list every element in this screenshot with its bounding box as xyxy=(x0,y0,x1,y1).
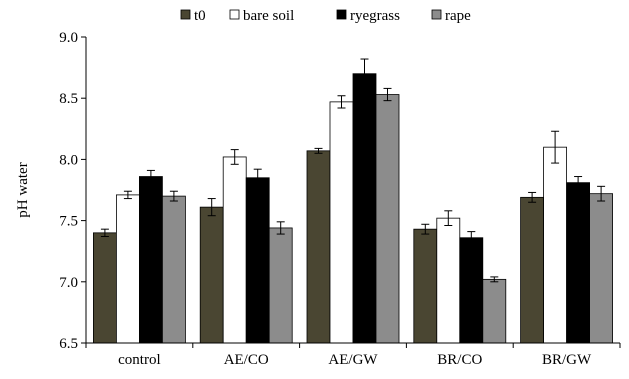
y-tick-label: 8.5 xyxy=(59,91,78,107)
x-tick-label: AE/GW xyxy=(328,352,378,368)
bar xyxy=(268,227,293,344)
bar xyxy=(543,146,567,344)
legend-swatch xyxy=(229,9,240,20)
legend-swatch xyxy=(180,9,191,20)
bar xyxy=(413,228,438,344)
bar xyxy=(199,206,224,344)
x-tick-label: AE/CO xyxy=(224,352,269,368)
legend-label: t0 xyxy=(194,8,206,24)
bars xyxy=(93,58,613,344)
x-tick-label: BR/GW xyxy=(542,352,592,368)
x-tick-label: BR/CO xyxy=(437,352,482,368)
bar xyxy=(138,176,163,344)
bar xyxy=(520,196,544,344)
legend-label: rape xyxy=(445,8,471,24)
legend-swatch xyxy=(431,9,442,20)
x-axis: control AE/CO AE/GW BR/CO BR/GW xyxy=(85,342,621,368)
bar xyxy=(566,182,590,344)
legend: t0 bare soil ryegrass rape xyxy=(180,8,471,24)
legend-swatch xyxy=(336,9,347,20)
bar xyxy=(161,195,186,344)
bar xyxy=(116,194,140,344)
y-tick-label: 8.0 xyxy=(59,152,78,168)
bar xyxy=(459,237,484,344)
legend-label: bare soil xyxy=(243,8,294,24)
y-tick-label: 7.0 xyxy=(59,275,78,291)
x-tick-label: control xyxy=(118,352,161,368)
bar xyxy=(375,94,400,344)
y-tick-label: 9.0 xyxy=(59,30,78,46)
bar xyxy=(93,232,117,344)
bar xyxy=(482,278,507,344)
bar xyxy=(245,177,270,344)
y-tick-label: 7.5 xyxy=(59,214,78,230)
bar xyxy=(306,150,331,344)
y-tick-label: 6.5 xyxy=(59,336,78,352)
bar xyxy=(222,156,247,344)
bar xyxy=(436,217,461,344)
y-axis-label: pH water xyxy=(15,162,31,217)
bar xyxy=(352,73,377,344)
bar xyxy=(329,101,354,344)
legend-label: ryegrass xyxy=(350,8,400,24)
y-axis: 6.5 7.0 7.5 8.0 8.5 9.0 xyxy=(59,30,87,352)
bar xyxy=(589,193,613,344)
